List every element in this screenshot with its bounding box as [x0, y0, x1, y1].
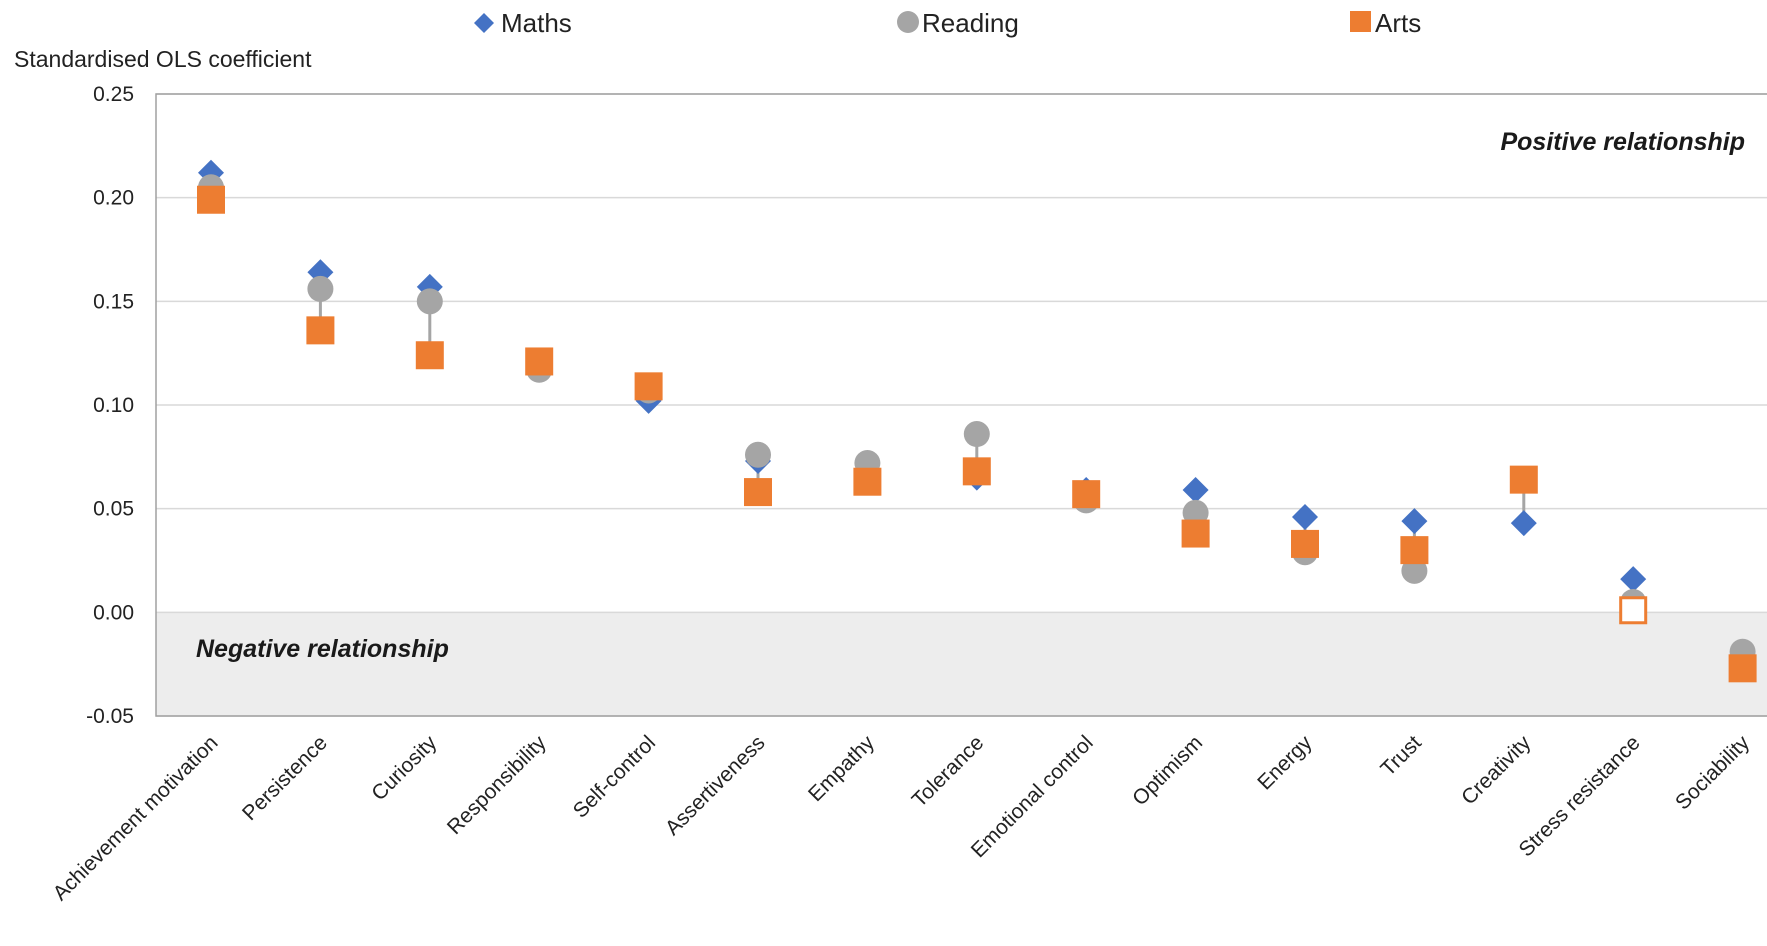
arts-point [1400, 536, 1429, 565]
maths-point [1182, 477, 1209, 504]
range-connectors [209, 172, 1745, 669]
legend-item-arts: Arts [1350, 8, 1421, 38]
category-label: Persistence [238, 731, 332, 825]
y-axis-title: Standardised OLS coefficient [14, 46, 312, 72]
maths-point [1292, 503, 1318, 530]
y-tick-label: 0.15 [93, 290, 134, 313]
arts-point [744, 478, 772, 507]
data-marks [197, 159, 1757, 683]
category-label: Tolerance [908, 731, 989, 812]
maths-point [1401, 508, 1428, 535]
category-label: Emotional control [967, 731, 1098, 862]
arts-point [962, 457, 991, 486]
reading-point [963, 421, 990, 448]
y-tick-label: 0.20 [93, 187, 134, 210]
maths-point [1620, 566, 1647, 593]
negative-region [156, 612, 1767, 716]
legend-maths-diamond-icon [474, 13, 494, 33]
category-label: Assertiveness [661, 731, 770, 840]
legend-item-reading: Reading [897, 8, 1019, 38]
arts-point [1509, 465, 1538, 494]
arts-point [1181, 519, 1210, 548]
legend-arts-square-icon [1350, 11, 1371, 32]
arts-point [1072, 480, 1101, 509]
category-label: Achievement motivation [49, 731, 223, 905]
category-label: Trust [1376, 731, 1426, 781]
y-tick-label: 0.00 [93, 601, 134, 624]
category-label: Responsibility [443, 731, 551, 839]
y-tick-labels: 0.25 0.20 0.15 0.10 0.05 0.00 -0.05 [86, 83, 134, 728]
category-label: Empathy [804, 731, 879, 806]
reading-point [745, 441, 771, 468]
legend-item-maths: Maths [474, 8, 572, 38]
category-label: Optimism [1128, 731, 1207, 810]
arts-point [197, 185, 225, 214]
annotation-negative: Negative relationship [196, 635, 449, 663]
category-label: Sociability [1671, 731, 1754, 814]
arts-point [525, 347, 554, 376]
legend-reading-circle-icon [897, 11, 919, 33]
category-label: Energy [1253, 731, 1317, 795]
plot-frame [155, 93, 1767, 717]
y-tick-label: 0.25 [93, 83, 134, 106]
arts-point [1728, 654, 1757, 683]
y-tick-label: -0.05 [86, 705, 134, 728]
arts-point [306, 316, 335, 345]
category-label: Stress resistance [1515, 731, 1645, 861]
arts-point [415, 341, 444, 370]
arts-point [1291, 529, 1319, 558]
category-label: Self-control [569, 731, 660, 822]
legend-label-arts: Arts [1375, 8, 1421, 38]
arts-point [1619, 596, 1648, 625]
reading-point [1401, 557, 1428, 584]
reading-point [416, 288, 443, 315]
legend: Maths Reading Arts [474, 8, 1421, 38]
annotation-positive: Positive relationship [1500, 128, 1745, 156]
maths-point [1510, 510, 1537, 537]
category-label: Curiosity [367, 731, 441, 805]
reading-point [1182, 499, 1209, 526]
reading-point [307, 275, 334, 302]
arts-point [634, 372, 663, 401]
legend-label-maths: Maths [501, 8, 572, 38]
legend-label-reading: Reading [922, 8, 1019, 38]
y-tick-label: 0.05 [93, 498, 134, 521]
arts-point [853, 467, 882, 496]
y-tick-label: 0.10 [93, 394, 134, 417]
category-labels: Achievement motivation Persistence Curiosi… [49, 731, 1755, 905]
category-label: Creativity [1457, 731, 1536, 810]
